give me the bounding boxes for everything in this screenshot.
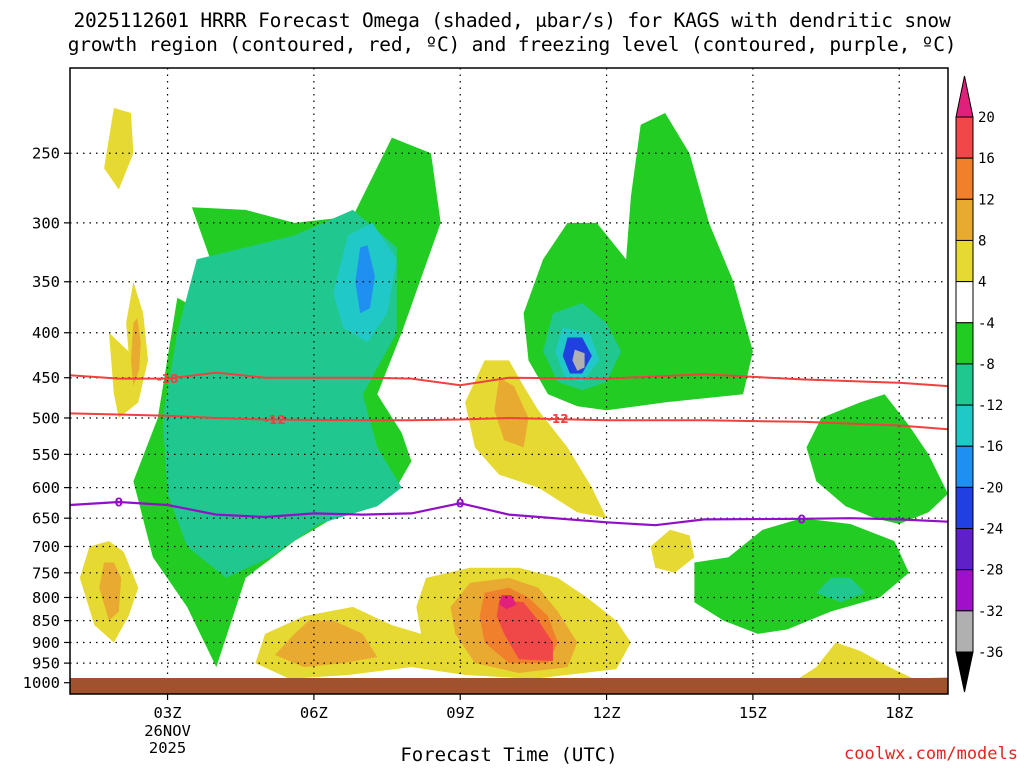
colorbar-label-3: 8 xyxy=(978,233,986,249)
colorbar-top-arrow xyxy=(955,75,974,118)
chart-title-line-1: 2025112601 HRRR Forecast Omega (shaded, … xyxy=(73,9,951,32)
x-tick-label-6: 06Z xyxy=(300,704,328,722)
omega-colorbar: 20 16 12 8 4 -4 -8 -12 -16 -20 -24 -28 -32 -36 xyxy=(955,75,1003,693)
colorbar-label-5: -4 xyxy=(978,316,995,332)
colorbar-bin-12 xyxy=(955,157,974,200)
contour-label-4: 0 xyxy=(456,497,464,511)
y-tick-label-900: 900 xyxy=(32,634,60,652)
y-tick-label-600: 600 xyxy=(32,479,60,497)
omega-region-26 xyxy=(104,107,134,190)
contour-label-1: -12 xyxy=(264,413,286,427)
contour-label-5: 0 xyxy=(797,512,805,526)
y-tick-label-550: 550 xyxy=(32,446,60,464)
plot-frame xyxy=(69,67,949,695)
dendritic-contour--18 xyxy=(70,371,948,388)
omega-region-12 xyxy=(694,518,909,634)
colorbar-bin-16 xyxy=(955,116,974,159)
dendritic-contour--12 xyxy=(70,412,948,431)
grid-lines xyxy=(70,68,948,694)
contour-label-2: -12 xyxy=(547,412,569,426)
contour-label-3: 0 xyxy=(115,495,123,509)
colorbar-bin--20 xyxy=(955,445,974,488)
colorbar-bin--32 xyxy=(955,569,974,612)
colorbar-label-4: 4 xyxy=(978,275,986,291)
x-tick-label-12: 12Z xyxy=(593,704,621,722)
colorbar-label-9: -20 xyxy=(978,480,1003,496)
x-tick-label-3: 03Z xyxy=(154,704,182,722)
omega-region-21 xyxy=(99,562,122,621)
colorbar-label-1: 16 xyxy=(978,151,995,167)
pressure-axis: 250 300 350 400 450 500 550 600 650 700 750 800 850 9… xyxy=(23,145,70,692)
freezing-level-contour xyxy=(70,500,948,527)
omega-region-23 xyxy=(131,318,141,387)
omega-region-8 xyxy=(572,349,585,371)
colorbar-bin--12 xyxy=(955,363,974,406)
y-tick-label-350: 350 xyxy=(32,273,60,291)
y-tick-label-500: 500 xyxy=(32,409,60,427)
y-tick-label-300: 300 xyxy=(32,214,60,232)
ground-bar xyxy=(70,678,948,694)
colorbar-bin--28 xyxy=(955,528,974,571)
y-tick-label-850: 850 xyxy=(32,612,60,630)
contour-label-0: -18 xyxy=(157,372,179,386)
colorbar-bin--36 xyxy=(955,610,974,653)
colorbar-label-11: -28 xyxy=(978,563,1003,579)
y-tick-label-700: 700 xyxy=(32,538,60,556)
colorbar-bin--24 xyxy=(955,486,974,530)
colorbar-label-10: -24 xyxy=(978,522,1003,538)
x-tick-label-9: 09Z xyxy=(446,704,474,722)
colorbar-bin--8 xyxy=(955,322,974,365)
omega-region-18 xyxy=(499,595,517,610)
omega-region-24 xyxy=(650,529,695,573)
colorbar-label-13: -36 xyxy=(978,645,1003,661)
colorbar-label-6: -8 xyxy=(978,357,995,373)
colorbar-bin-4 xyxy=(955,239,974,283)
omega-shaded-field xyxy=(79,107,948,686)
colorbar-bin-8 xyxy=(955,198,974,241)
y-tick-label-400: 400 xyxy=(32,324,60,342)
x-tick-date-line-1: 26NOV xyxy=(144,722,191,740)
colorbar-label-7: -12 xyxy=(978,398,1003,414)
temperature-contours: -18 -12 -12 0 0 0 xyxy=(70,371,948,527)
omega-region-19 xyxy=(274,620,378,668)
omega-region-25 xyxy=(791,642,948,686)
site-credit: coolwx.com/models xyxy=(844,744,1018,764)
x-tick-label-15: 15Z xyxy=(739,704,767,722)
y-tick-label-450: 450 xyxy=(32,369,60,387)
colorbar-label-0: 20 xyxy=(978,110,995,126)
y-tick-label-650: 650 xyxy=(32,510,60,528)
colorbar-label-12: -32 xyxy=(978,604,1003,620)
omega-region-10 xyxy=(494,377,529,448)
colorbar-bin--16 xyxy=(955,404,974,447)
omega-region-13 xyxy=(816,577,866,603)
omega-region-22 xyxy=(109,281,148,418)
y-tick-label-250: 250 xyxy=(32,145,60,163)
colorbar-bottom-arrow xyxy=(955,651,974,693)
x-tick-label-18: 18Z xyxy=(885,704,913,722)
y-tick-label-950: 950 xyxy=(32,655,60,673)
colorbar-label-2: 12 xyxy=(978,192,995,208)
omega-region-17 xyxy=(496,599,553,662)
chart-title-line-2: growth region (contoured, red, ºC) and f… xyxy=(67,33,957,56)
x-axis-title: Forecast Time (UTC) xyxy=(400,744,618,766)
y-tick-label-800: 800 xyxy=(32,589,60,607)
y-tick-label-1000: 1000 xyxy=(23,674,60,692)
x-tick-date-line-2: 2025 xyxy=(149,739,186,757)
y-tick-label-750: 750 xyxy=(32,564,60,582)
omega-region-11 xyxy=(806,394,948,524)
omega-region-3 xyxy=(355,245,375,314)
colorbar-bin--4 xyxy=(955,281,974,324)
colorbar-label-8: -16 xyxy=(978,439,1003,455)
